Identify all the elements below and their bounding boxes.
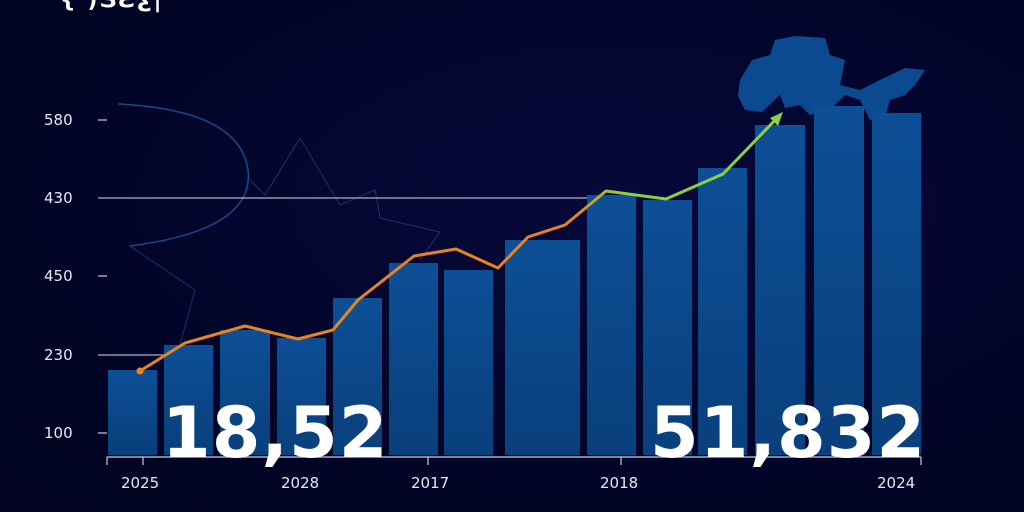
bar <box>814 106 864 455</box>
x-tick-label: 2017 <box>411 474 449 492</box>
bar-series <box>108 106 921 455</box>
x-tick-label: 2025 <box>121 474 159 492</box>
y-tick-label: 100 <box>44 424 73 442</box>
bar <box>643 200 692 455</box>
trend-start-marker <box>136 367 144 375</box>
bar <box>389 263 438 455</box>
bar <box>333 298 382 455</box>
bar <box>755 125 805 455</box>
y-gridlines <box>98 119 588 434</box>
trend-line <box>138 113 782 373</box>
bar <box>164 345 213 455</box>
decorative-arc <box>117 103 250 247</box>
x-tick-label: 2024 <box>877 474 915 492</box>
overlay-value-left: 18,52 <box>162 392 389 474</box>
bar <box>444 270 493 455</box>
y-tick-label: 450 <box>44 267 73 285</box>
bar <box>698 168 747 455</box>
overlay-value-right: 51,832 <box>650 392 927 474</box>
x-axis <box>106 456 922 465</box>
bar <box>277 338 326 455</box>
x-tick-label: 2018 <box>600 474 638 492</box>
bar <box>220 330 270 455</box>
bar <box>505 240 580 455</box>
bar <box>587 195 636 455</box>
x-tick-label: 2028 <box>281 474 319 492</box>
y-tick-label: 580 <box>44 111 73 129</box>
y-tick-label: 230 <box>44 346 73 364</box>
bar <box>108 370 157 455</box>
bar <box>872 113 921 455</box>
map-silhouette <box>738 36 925 120</box>
trend-arrow-head <box>770 112 783 126</box>
y-tick-label: 430 <box>44 189 73 207</box>
